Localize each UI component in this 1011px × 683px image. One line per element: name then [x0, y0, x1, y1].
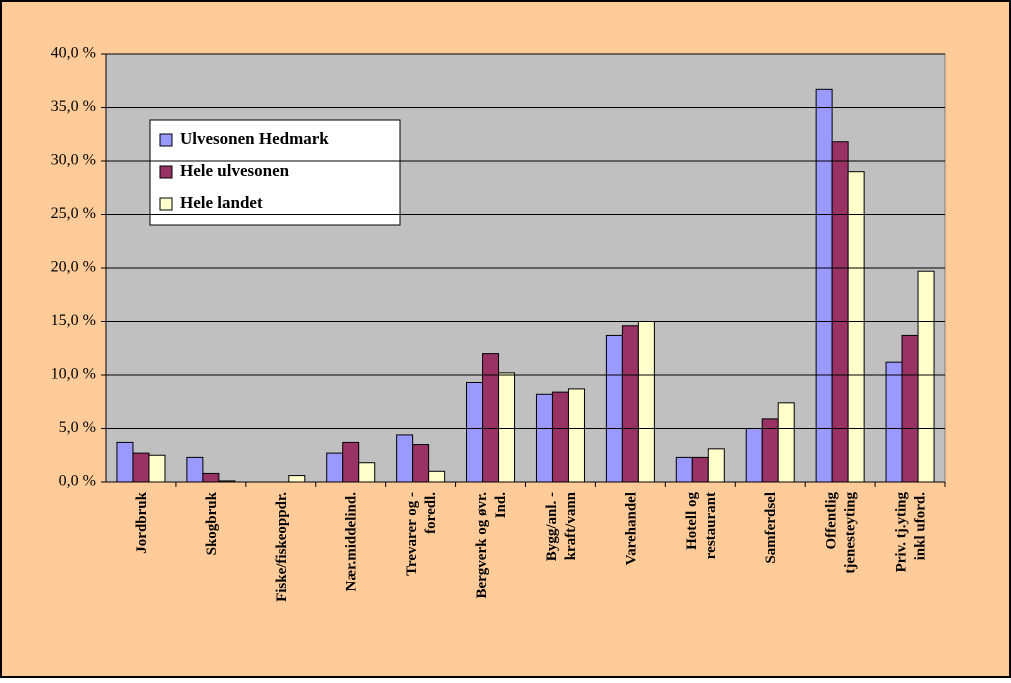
bar [498, 372, 516, 483]
legend-swatch [159, 165, 173, 179]
legend-swatch [159, 197, 173, 211]
legend-swatch [159, 133, 173, 147]
y-tick-label: 10,0 % [51, 366, 96, 383]
bar [186, 456, 204, 483]
bar [745, 428, 763, 483]
y-tick-label: 20,0 % [51, 259, 96, 276]
bar [412, 444, 430, 483]
x-tick-label: Priv. tj.yting inkl uford. [894, 492, 929, 573]
bar [396, 434, 414, 483]
bar [885, 361, 903, 483]
bar [621, 325, 639, 483]
x-tick-label: Skogbruk [204, 491, 220, 555]
y-tick-label: 15,0 % [51, 312, 96, 329]
bar [551, 391, 569, 483]
bar [847, 171, 865, 483]
y-tick-label: 35,0 % [51, 98, 96, 115]
bar [288, 475, 306, 483]
bar [901, 334, 919, 483]
x-tick-label: Varehandel [623, 492, 639, 565]
bar [815, 88, 833, 483]
x-tick-label: Bergverk og øvr. Ind. [474, 492, 509, 599]
bar [428, 470, 446, 483]
x-tick-label: Offentlig tjenesteyting [824, 492, 859, 574]
legend-label: Hele ulvesonen [180, 161, 290, 180]
x-tick-label: Fiske/fiskeoppdr. [274, 492, 290, 602]
x-tick-label: Hotell og restaurant [684, 492, 719, 560]
y-tick-label: 5,0 % [59, 419, 96, 436]
x-tick-label: Bygg/anl. - kraft/vann [544, 491, 579, 561]
bar [148, 454, 166, 483]
x-tick-label: Nær.middelind. [344, 492, 360, 592]
bar [482, 353, 500, 483]
bar [707, 448, 725, 483]
x-tick-label: Trevarer og - foredl. [404, 492, 439, 576]
bar [567, 388, 585, 483]
bar [675, 456, 693, 483]
bar [342, 441, 360, 483]
bar [202, 472, 220, 483]
bar [605, 334, 623, 483]
legend-label: Ulvesonen Hedmark [180, 129, 329, 148]
y-tick-label: 25,0 % [51, 205, 96, 222]
bar [777, 402, 795, 483]
bar [637, 321, 655, 483]
bar [116, 441, 134, 483]
bar [917, 270, 935, 483]
bar [466, 381, 484, 483]
bar [691, 456, 709, 483]
legend-label: Hele landet [180, 193, 263, 212]
x-tick-label: Jordbruk [134, 491, 150, 553]
y-tick-label: 40,0 % [51, 45, 96, 62]
bar [326, 452, 344, 483]
y-tick-label: 0,0 % [59, 473, 96, 490]
legend [149, 119, 401, 226]
bar [831, 141, 849, 483]
bar [535, 393, 553, 483]
x-tick-label: Samferdsel [763, 492, 779, 564]
y-tick-label: 30,0 % [51, 152, 96, 169]
bar [358, 462, 376, 483]
bar [132, 452, 150, 483]
